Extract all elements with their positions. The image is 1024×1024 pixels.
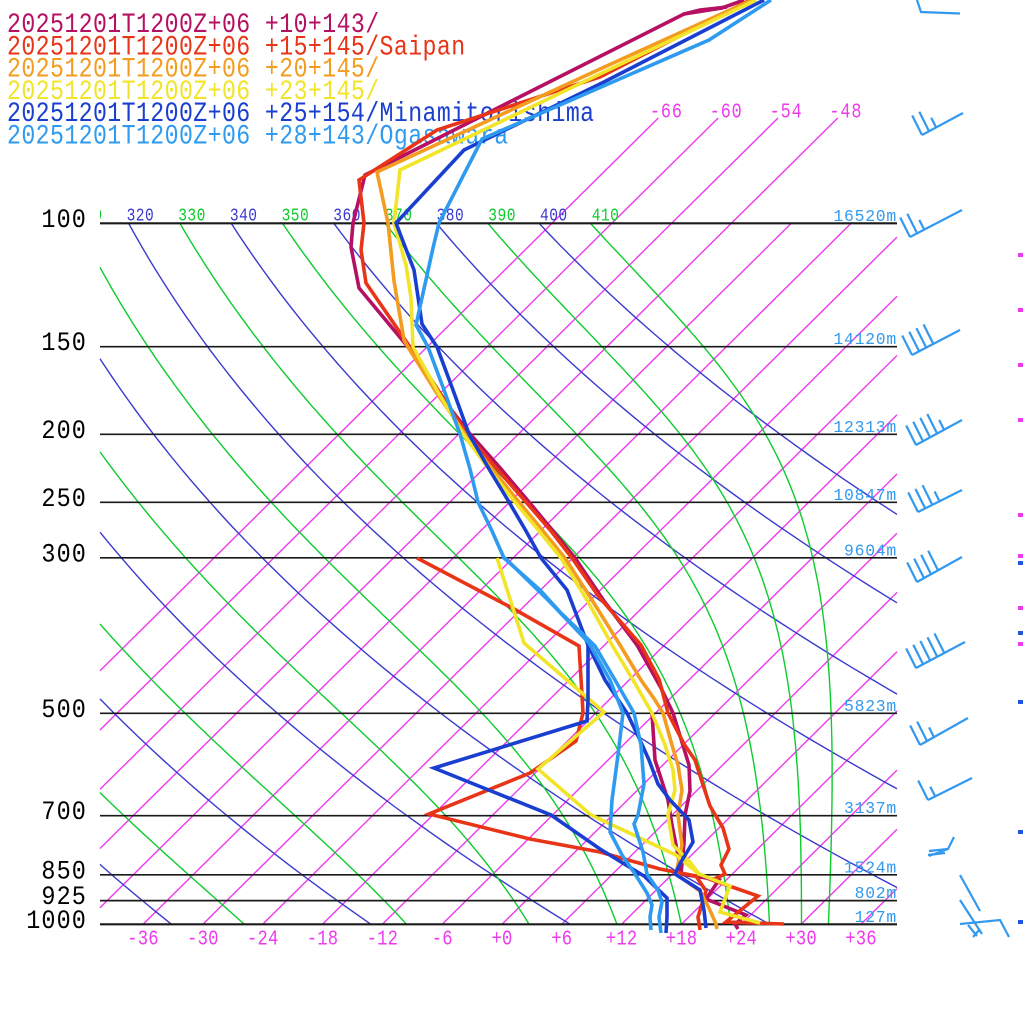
- svg-text:390: 390: [488, 205, 516, 226]
- svg-text:-24: -24: [247, 927, 279, 951]
- svg-text:+0: +0: [492, 927, 513, 951]
- svg-text:500: 500: [41, 695, 87, 726]
- svg-text:700: 700: [41, 797, 87, 828]
- svg-text:20251201T1200Z+06 +23+145/: 20251201T1200Z+06 +23+145/: [7, 76, 380, 107]
- svg-text:320: 320: [127, 205, 155, 226]
- svg-text:370: 370: [385, 205, 413, 226]
- svg-text:20251201T1200Z+06 +10+143/: 20251201T1200Z+06 +10+143/: [7, 10, 380, 41]
- svg-text:410: 410: [592, 205, 620, 226]
- svg-text:-54: -54: [770, 100, 803, 124]
- svg-text:925: 925: [41, 882, 87, 913]
- svg-text:+36: +36: [845, 927, 877, 951]
- svg-text:+30: +30: [785, 927, 817, 951]
- svg-text:10847m: 10847m: [833, 486, 897, 505]
- svg-text:127m: 127m: [855, 908, 897, 927]
- svg-text:5823m: 5823m: [844, 697, 897, 716]
- svg-text:350: 350: [282, 205, 310, 226]
- svg-text:+12: +12: [606, 927, 638, 951]
- svg-text:330: 330: [178, 205, 206, 226]
- svg-text:340: 340: [230, 205, 258, 226]
- svg-text:1000: 1000: [26, 906, 87, 937]
- svg-text:150: 150: [41, 328, 87, 359]
- svg-text:-12: -12: [367, 927, 399, 951]
- svg-text:-48: -48: [829, 100, 862, 124]
- svg-text:14120m: 14120m: [833, 330, 897, 349]
- svg-text:250: 250: [41, 484, 87, 515]
- svg-text:+18: +18: [666, 927, 698, 951]
- svg-text:300: 300: [41, 539, 87, 570]
- svg-text:16520m: 16520m: [833, 207, 897, 226]
- svg-text:-66: -66: [650, 100, 683, 124]
- svg-text:-18: -18: [307, 927, 339, 951]
- svg-text:1524m: 1524m: [844, 858, 897, 877]
- svg-text:400: 400: [540, 205, 568, 226]
- svg-text:200: 200: [41, 416, 87, 447]
- svg-text:3137m: 3137m: [844, 799, 897, 818]
- svg-text:802m: 802m: [855, 884, 897, 903]
- svg-text:9604m: 9604m: [844, 541, 897, 560]
- svg-text:+6: +6: [551, 927, 572, 951]
- svg-text:310: 310: [75, 205, 103, 226]
- svg-text:20251201T1200Z+06 +15+145/Saip: 20251201T1200Z+06 +15+145/Saipan: [7, 32, 466, 63]
- svg-text:20251201T1200Z+06 +20+145/: 20251201T1200Z+06 +20+145/: [7, 54, 380, 85]
- svg-text:-36: -36: [127, 927, 159, 951]
- svg-text:-6: -6: [432, 927, 453, 951]
- svg-text:12313m: 12313m: [833, 418, 897, 437]
- svg-text:-60: -60: [710, 100, 743, 124]
- svg-text:-30: -30: [187, 927, 219, 951]
- svg-text:380: 380: [437, 205, 465, 226]
- svg-text:850: 850: [41, 856, 87, 887]
- svg-text:100: 100: [41, 205, 87, 236]
- svg-text:+24: +24: [726, 927, 758, 951]
